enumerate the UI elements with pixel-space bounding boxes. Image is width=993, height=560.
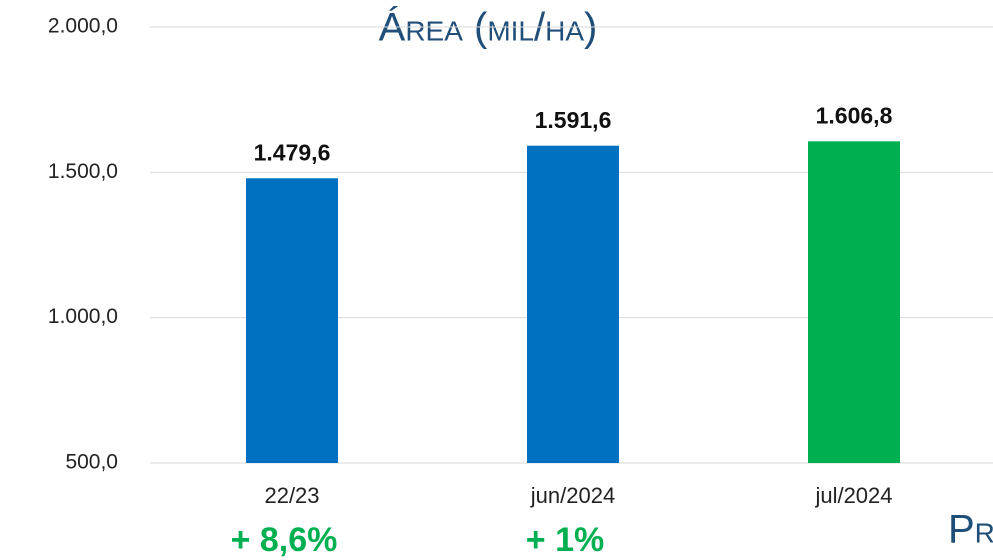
y-tick-label: 1.000,0 — [48, 305, 118, 328]
bar — [246, 178, 338, 463]
x-tick-label: jul/2024 — [814, 483, 892, 508]
change-label: + 1% — [526, 521, 604, 559]
y-tick-label: 2.000,0 — [48, 15, 118, 38]
bar — [808, 141, 900, 463]
bar — [527, 145, 619, 464]
clipped-title: Pr — [948, 508, 993, 552]
x-tick-label: 22/23 — [264, 483, 319, 508]
y-tick-label: 1.500,0 — [48, 160, 118, 183]
x-tick-label: jun/2024 — [530, 483, 615, 508]
change-label: + 8,6% — [231, 521, 338, 559]
value-label: 1.479,6 — [254, 139, 331, 165]
value-label: 1.591,6 — [535, 107, 612, 133]
y-tick-label: 500,0 — [65, 451, 118, 474]
value-label: 1.606,8 — [816, 102, 893, 128]
